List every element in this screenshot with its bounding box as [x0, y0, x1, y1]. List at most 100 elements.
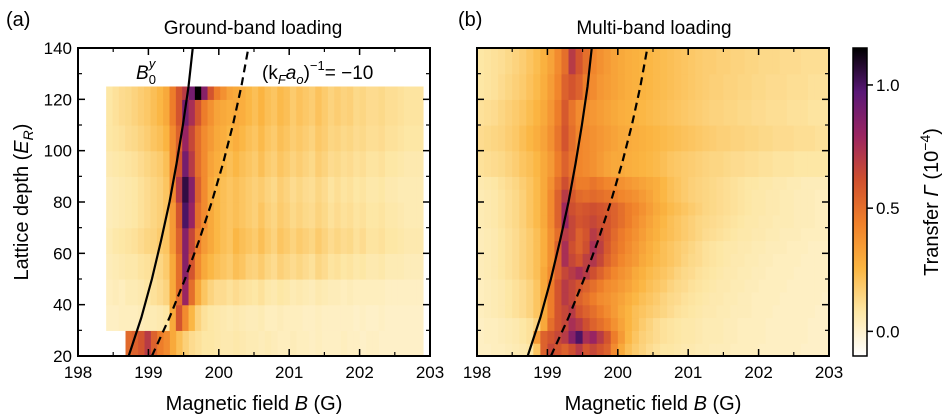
heatmap-cell-b-0-47 [807, 343, 816, 356]
heatmap-cell-b-8-25 [653, 240, 661, 254]
heatmap-cell-b-7-25 [653, 253, 661, 267]
heatmap-cell-b-13-39 [751, 176, 760, 190]
heatmap-cell-b-7-42 [772, 253, 781, 267]
heatmap-cell-b-11-7 [526, 202, 534, 216]
heatmap-cell-b-0-34 [716, 343, 724, 356]
heatmap-cell-b-3-37 [737, 304, 746, 319]
heatmap-cell-a-3-32 [308, 253, 316, 280]
heatmap-cell-b-6-12 [561, 266, 570, 280]
heatmap-cell-b-9-46 [800, 227, 809, 242]
heatmap-cell-b-18-48 [814, 48, 823, 75]
heatmap-cell-b-10-24 [645, 214, 654, 229]
heatmap-cell-b-7-3 [498, 253, 506, 267]
heatmap-cell-a-7-11 [175, 150, 183, 177]
heatmap-cell-b-10-40 [758, 214, 767, 229]
heatmap-cell-b-17-1 [484, 73, 492, 100]
heatmap-cell-b-11-44 [786, 202, 795, 216]
heatmap-cell-a-0-44 [404, 330, 412, 356]
x-tick-label-b-200: 200 [604, 363, 632, 382]
heatmap-cell-a-6-2 [118, 176, 126, 203]
heatmap-cell-b-15-42 [772, 125, 781, 152]
heatmap-cell-a-7-8 [156, 150, 164, 177]
heatmap-cell-a-9-21 [239, 99, 247, 126]
heatmap-cell-b-13-4 [505, 176, 513, 190]
heatmap-cell-a-1-3 [125, 304, 133, 331]
heatmap-cell-a-3-27 [277, 253, 285, 280]
heatmap-cell-b-12-12 [561, 189, 570, 203]
heatmap-cell-a-5-2 [118, 202, 126, 229]
heatmap-cell-b-15-29 [681, 125, 689, 152]
heatmap-cell-b-3-34 [716, 304, 724, 319]
heatmap-cell-b-18-35 [723, 48, 732, 75]
heatmap-cell-b-11-27 [667, 202, 675, 216]
heatmap-cell-b-10-46 [800, 214, 809, 229]
heatmap-cell-b-17-3 [498, 73, 506, 100]
heatmap-cell-b-11-45 [793, 202, 802, 216]
heatmap-cell-b-8-5 [512, 240, 520, 254]
heatmap-cell-b-5-7 [526, 279, 534, 293]
heatmap-cell-b-0-41 [765, 343, 774, 356]
heatmap-cell-b-10-39 [751, 214, 760, 229]
heatmap-cell-b-0-31 [695, 343, 703, 356]
heatmap-cell-b-10-41 [765, 214, 774, 229]
heatmap-cell-a-7-33 [315, 150, 323, 177]
heatmap-cell-a-6-4 [131, 176, 139, 203]
heatmap-cell-b-15-11 [554, 125, 563, 152]
heatmap-cell-b-8-42 [772, 240, 781, 254]
heatmap-cell-b-10-11 [554, 214, 563, 229]
heatmap-cell-a-9-48 [410, 99, 418, 126]
heatmap-cell-b-10-0 [477, 214, 485, 229]
heatmap-cell-a-8-34 [321, 125, 329, 152]
heatmap-cell-a-9-41 [365, 99, 373, 126]
heatmap-cell-b-17-30 [688, 73, 696, 100]
heatmap-cell-a-3-4 [131, 253, 139, 280]
heatmap-cell-b-6-31 [695, 266, 703, 280]
heatmap-cell-b-8-15 [582, 240, 591, 254]
heatmap-cell-a-0-37 [359, 330, 367, 356]
heatmap-cell-a-7-1 [112, 150, 120, 177]
heatmap-cell-b-0-16 [589, 343, 598, 356]
heatmap-cell-b-4-43 [779, 291, 788, 306]
heatmap-cell-a-1-39 [353, 304, 361, 331]
heatmap-cell-a-7-9 [163, 150, 171, 177]
heatmap-cell-a-1-7 [150, 304, 158, 331]
heatmap-cell-a-5-36 [334, 202, 342, 229]
heatmap-cell-b-14-0 [477, 150, 485, 177]
heatmap-cell-a-3-15 [201, 253, 209, 280]
heatmap-cell-b-2-49 [821, 317, 829, 331]
heatmap-cell-b-1-30 [688, 330, 696, 344]
heatmap-cell-b-18-37 [737, 48, 746, 75]
heatmap-cell-a-9-5 [137, 99, 145, 126]
heatmap-cell-b-16-20 [617, 99, 626, 126]
heatmap-cell-b-15-47 [807, 125, 816, 152]
heatmap-cell-b-16-42 [772, 99, 781, 126]
heatmap-cell-a-1-18 [220, 304, 228, 331]
heatmap-cell-a-7-40 [359, 150, 367, 177]
heatmap-cell-b-1-11 [554, 330, 563, 344]
heatmap-cell-b-5-35 [723, 279, 732, 293]
heatmap-cell-a-0-19 [245, 330, 253, 356]
heatmap-cell-a-8-36 [334, 125, 342, 152]
heatmap-cell-b-12-34 [716, 189, 724, 203]
heatmap-cell-b-4-4 [505, 291, 513, 306]
heatmap-cell-b-9-0 [477, 227, 485, 242]
heatmap-cell-b-18-43 [779, 48, 788, 75]
heatmap-cell-b-10-45 [793, 214, 802, 229]
heatmap-cell-a-0-5 [157, 330, 165, 356]
heatmap-cell-b-1-26 [660, 330, 668, 344]
heatmap-cell-a-6-24 [258, 176, 266, 203]
heatmap-cell-a-9-11 [175, 99, 183, 126]
heatmap-cell-b-8-38 [744, 240, 753, 254]
heatmap-cell-a-8-23 [251, 125, 259, 152]
heatmap-cell-a-8-35 [327, 125, 335, 152]
heatmap-cell-b-8-45 [793, 240, 802, 254]
heatmap-cell-a-7-0 [106, 150, 114, 177]
heatmap-cell-b-15-9 [540, 125, 548, 152]
heatmap-cell-b-1-15 [582, 330, 591, 344]
heatmap-cell-b-7-23 [638, 253, 647, 267]
heatmap-cell-b-11-6 [519, 202, 527, 216]
heatmap-cell-b-4-2 [491, 291, 499, 306]
heatmap-cell-b-8-10 [547, 240, 556, 254]
heatmap-cell-a-9-32 [308, 99, 316, 126]
heatmap-cell-b-13-28 [674, 176, 682, 190]
